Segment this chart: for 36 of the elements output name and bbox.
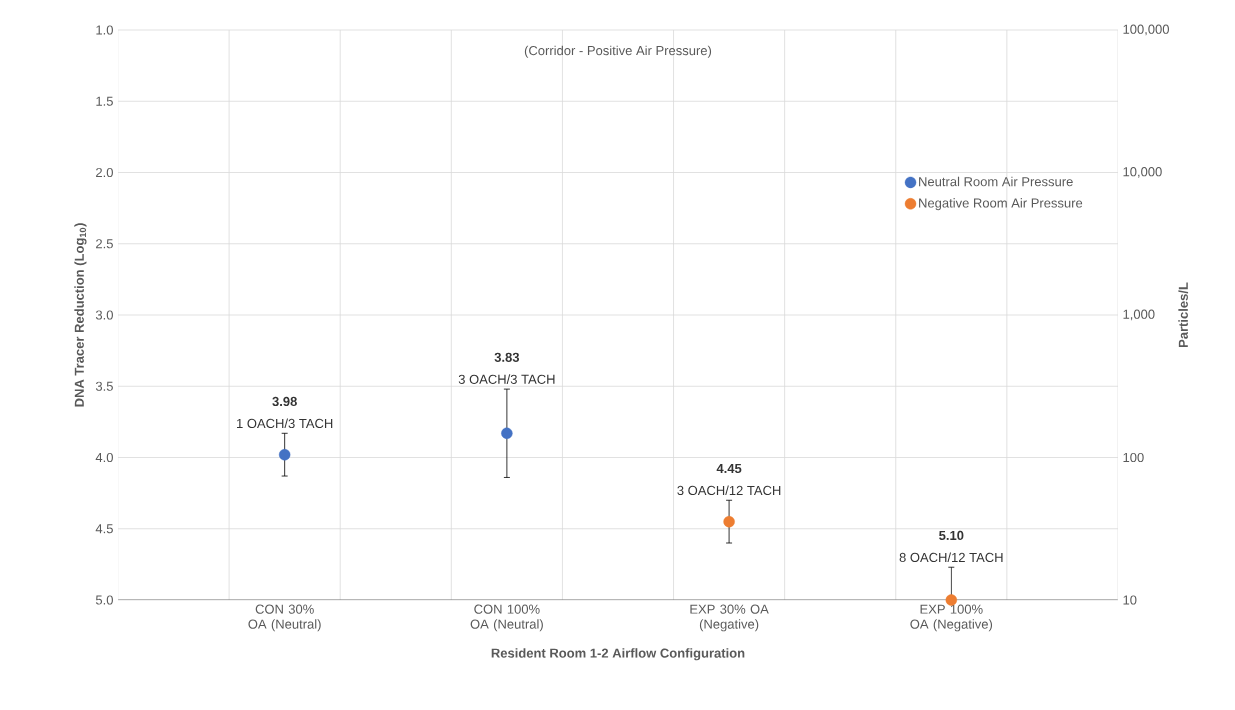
y-tick-label: 2.5 [96, 239, 113, 249]
y-axis-title: DNA Tracer Reduction (Log$_{10}$) [74, 223, 87, 407]
y2-tick-label: 1,000 [1123, 309, 1155, 321]
point [501, 427, 513, 439]
y-tick-label: 2.0 [96, 167, 113, 178]
y-tick-label: 4.0 [95, 452, 113, 463]
annotation: 8 OACH/12 TACH [899, 552, 1003, 563]
x-tick-label: EXP 100% OA (Negative) [910, 604, 993, 632]
annotation: 1 OACH/3 TACH [237, 418, 333, 429]
x-tick-label: CON 100% OA (Neutral) [470, 604, 543, 632]
annotation: 3.83 [494, 352, 520, 362]
x-tick-label: CON 30% OA (Neutral) [248, 604, 321, 632]
legend-label: Neutral Room Air Pressure [919, 176, 1073, 187]
point [278, 448, 291, 461]
y-tick-label: 3.0 [95, 310, 113, 320]
y2-tick-label: 10,000 [1123, 167, 1162, 178]
annotation: 5.10 [939, 530, 964, 541]
annotation: 3 OACH/12 TACH [677, 485, 781, 496]
y2-tick-label: 10 [1123, 595, 1137, 605]
y-tick-label: 1.0 [96, 25, 113, 35]
text: (Corridor - Positive Air Pressure) [524, 45, 712, 58]
y2-tick-label: 100,000 [1123, 24, 1169, 36]
annotation: 3 OACH/3 TACH [458, 374, 555, 384]
y-tick-label: 5.0 [95, 595, 113, 605]
point [723, 515, 735, 528]
y2-axis-title: Particles/L [1178, 282, 1189, 348]
point [945, 594, 958, 606]
annotation: 3.98 [272, 396, 297, 407]
y2-tick-label: 100 [1123, 452, 1144, 463]
y-tick-label: 1.5 [96, 96, 113, 106]
x-tick-label: EXP 30% OA (Negative) [690, 604, 769, 632]
y-tick-label: 4.5 [95, 524, 113, 534]
legend-label: Negative Room Air Pressure [919, 198, 1083, 211]
x-axis-title: Resident Room 1-2 Airflow Configuration [491, 648, 745, 661]
annotation: 4.45 [716, 463, 742, 474]
y-tick-label: 3.5 [95, 381, 113, 391]
